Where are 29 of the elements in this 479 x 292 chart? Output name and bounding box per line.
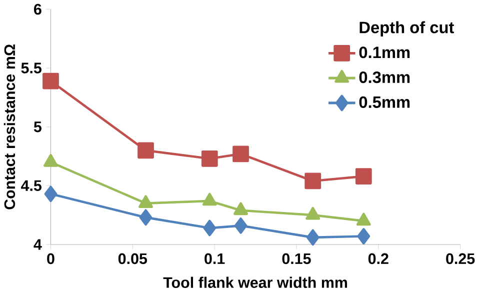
legend-label: 0.1mm xyxy=(359,46,410,58)
point xyxy=(306,229,320,246)
point xyxy=(234,218,248,234)
point xyxy=(139,209,152,226)
point xyxy=(357,228,370,245)
point xyxy=(138,142,154,159)
y-tick-label: 5 xyxy=(34,122,42,132)
point xyxy=(304,172,322,190)
point xyxy=(201,150,218,167)
x-tick-label: 0.25 xyxy=(446,253,475,264)
point xyxy=(232,146,249,162)
y-tick-label: 5.5 xyxy=(21,62,42,74)
point xyxy=(42,72,59,90)
point xyxy=(44,186,58,202)
x-tick-label: 0.2 xyxy=(368,253,388,264)
y-axis-title: Contact resistance mΩ xyxy=(4,44,16,210)
legend-label: 0.3mm xyxy=(359,72,410,84)
y-tick-label: 4 xyxy=(34,239,42,250)
x-tick-label: 0.05 xyxy=(118,253,148,264)
y-tick-label: 4.5 xyxy=(21,180,42,192)
x-axis-title: Tool flank wear width mm xyxy=(163,276,347,288)
y-tick-label: 6 xyxy=(34,4,42,15)
point xyxy=(355,168,372,185)
x-tick-label: 0 xyxy=(47,253,54,264)
legend-title: Depth of cut xyxy=(360,21,454,37)
x-tick-label: 0.1 xyxy=(204,253,225,264)
x-tick-label: 0.15 xyxy=(282,253,311,264)
legend-label: 0.5mm xyxy=(359,96,410,108)
point xyxy=(203,220,216,236)
